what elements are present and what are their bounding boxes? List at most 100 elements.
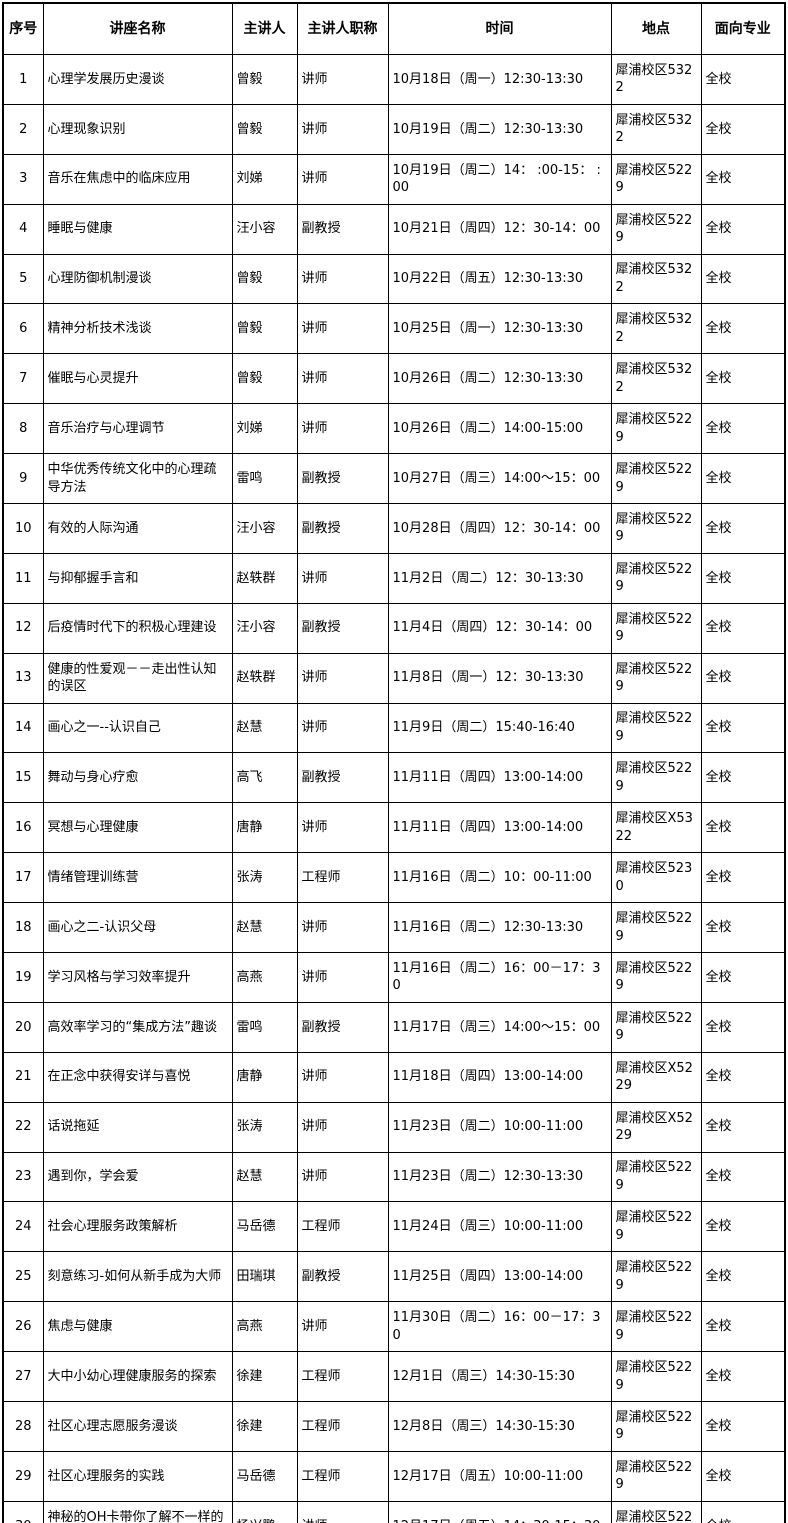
cell-lecture-name: 情绪管理训练营 bbox=[42, 852, 233, 904]
cell-speaker: 唐静 bbox=[231, 802, 298, 854]
table-row: 17 情绪管理训练营 张涛 工程师 11月16日（周二）10：00-11:00 犀浦校区5… bbox=[2, 852, 786, 904]
column-header-speaker-title: 主讲人职称 bbox=[296, 2, 389, 55]
cell-speaker: 赵慧 bbox=[231, 702, 298, 754]
table-row: 11 与抑郁握手言和 赵轶群 讲师 11月2日（周二）12：30-13:30 犀浦校区52… bbox=[2, 552, 786, 604]
cell-major: 全校 bbox=[700, 453, 786, 505]
table-row: 13 健康的性爱观－－走出性认知的误区 赵轶群 讲师 11月8日（周一）12：30-13… bbox=[2, 652, 786, 704]
table-row: 14 画心之一--认识自己 赵慧 讲师 11月9日（周二）15:40-16:40 犀浦校区… bbox=[2, 702, 786, 754]
cell-location: 犀浦校区5229 bbox=[610, 1201, 702, 1253]
cell-lecture-name: 后疫情时代下的积极心理建设 bbox=[42, 602, 233, 654]
table-body: 1 心理学发展历史漫谈 曾毅 讲师 10月18日（周一）12:30-13:30 犀浦校区5… bbox=[2, 54, 786, 1523]
cell-speaker-title: 讲师 bbox=[296, 552, 389, 604]
cell-time: 11月24日（周三）10:00-11:00 bbox=[387, 1201, 612, 1253]
table-row: 20 高效率学习的“集成方法”趣谈 雷鸣 副教授 11月17日（周三）14:00～15：… bbox=[2, 1001, 786, 1053]
cell-lecture-name: 社区心理服务的实践 bbox=[42, 1450, 233, 1502]
cell-location: 犀浦校区5229 bbox=[610, 503, 702, 554]
cell-speaker: 曾毅 bbox=[231, 54, 298, 105]
cell-location: 犀浦校区5229 bbox=[610, 153, 702, 205]
cell-major: 全校 bbox=[700, 1351, 786, 1403]
cell-time: 11月23日（周二）10:00-11:00 bbox=[387, 1101, 612, 1153]
cell-lecture-name: 画心之一--认识自己 bbox=[42, 702, 233, 754]
cell-location: 犀浦校区5322 bbox=[610, 353, 702, 405]
column-header-location: 地点 bbox=[610, 2, 702, 55]
cell-major: 全校 bbox=[700, 253, 786, 305]
cell-location: 犀浦校区5229 bbox=[610, 902, 702, 954]
cell-speaker: 曾毅 bbox=[231, 353, 298, 405]
column-header-speaker: 主讲人 bbox=[231, 2, 298, 55]
table-row: 2 心理现象识别 曾毅 讲师 10月19日（周二）12:30-13:30 犀浦校区5322… bbox=[2, 103, 786, 155]
cell-location: 犀浦校区5229 bbox=[610, 1351, 702, 1403]
cell-no: 30 bbox=[2, 1500, 44, 1523]
table-header-row: 序号 讲座名称 主讲人 主讲人职称 时间 地点 面向专业 bbox=[2, 2, 786, 55]
cell-lecture-name: 中华优秀传统文化中的心理疏导方法 bbox=[42, 453, 233, 505]
cell-speaker-title: 副教授 bbox=[296, 752, 389, 804]
table-row: 12 后疫情时代下的积极心理建设 汪小容 副教授 11月4日（周四）12：30-14：0… bbox=[2, 602, 786, 654]
cell-location: 犀浦校区5229 bbox=[610, 1401, 702, 1452]
cell-time: 11月16日（周二）16：00－17：30 bbox=[387, 952, 612, 1003]
cell-time: 12月17日（周五）14：30-15：30 bbox=[387, 1500, 612, 1523]
cell-speaker-title: 讲师 bbox=[296, 652, 389, 704]
cell-speaker-title: 讲师 bbox=[296, 802, 389, 854]
cell-lecture-name: 话说拖延 bbox=[42, 1101, 233, 1153]
cell-location: 犀浦校区5229 bbox=[610, 203, 702, 255]
cell-speaker-title: 工程师 bbox=[296, 1401, 389, 1452]
cell-location: 犀浦校区5229 bbox=[610, 602, 702, 654]
cell-no: 24 bbox=[2, 1201, 44, 1253]
cell-major: 全校 bbox=[700, 1301, 786, 1353]
cell-no: 2 bbox=[2, 103, 44, 155]
cell-location: 犀浦校区5229 bbox=[610, 552, 702, 604]
cell-location: 犀浦校区5229 bbox=[610, 752, 702, 804]
cell-location: 犀浦校区X5229 bbox=[610, 1051, 702, 1103]
cell-no: 29 bbox=[2, 1450, 44, 1502]
cell-lecture-name: 精神分析技术浅谈 bbox=[42, 303, 233, 355]
cell-time: 11月11日（周四）13:00-14:00 bbox=[387, 752, 612, 804]
cell-no: 28 bbox=[2, 1401, 44, 1452]
cell-time: 10月19日（周二）14： :00-15： :00 bbox=[387, 153, 612, 205]
cell-no: 19 bbox=[2, 952, 44, 1003]
cell-speaker-title: 讲师 bbox=[296, 1500, 389, 1523]
cell-lecture-name: 遇到你，学会爱 bbox=[42, 1151, 233, 1203]
table-row: 22 话说拖延 张涛 讲师 11月23日（周二）10:00-11:00 犀浦校区X5229… bbox=[2, 1101, 786, 1153]
cell-major: 全校 bbox=[700, 602, 786, 654]
cell-time: 11月16日（周二）12:30-13:30 bbox=[387, 902, 612, 954]
cell-major: 全校 bbox=[700, 1500, 786, 1523]
cell-location: 犀浦校区5230 bbox=[610, 852, 702, 904]
cell-time: 11月23日（周二）12:30-13:30 bbox=[387, 1151, 612, 1203]
cell-time: 11月11日（周四）13:00-14:00 bbox=[387, 802, 612, 854]
table-row: 3 音乐在焦虑中的临床应用 刘娣 讲师 10月19日（周二）14： :00-15： :0… bbox=[2, 153, 786, 205]
cell-no: 5 bbox=[2, 253, 44, 305]
cell-lecture-name: 冥想与心理健康 bbox=[42, 802, 233, 854]
table-row: 18 画心之二-认识父母 赵慧 讲师 11月16日（周二）12:30-13:30 犀浦校区… bbox=[2, 902, 786, 954]
cell-location: 犀浦校区5229 bbox=[610, 1500, 702, 1523]
cell-time: 11月16日（周二）10：00-11:00 bbox=[387, 852, 612, 904]
cell-location: 犀浦校区5322 bbox=[610, 54, 702, 105]
cell-lecture-name: 学习风格与学习效率提升 bbox=[42, 952, 233, 1003]
cell-time: 12月17日（周五）10:00-11:00 bbox=[387, 1450, 612, 1502]
table-row: 10 有效的人际沟通 汪小容 副教授 10月28日（周四）12：30-14：00 犀浦校区… bbox=[2, 503, 786, 554]
cell-location: 犀浦校区5322 bbox=[610, 253, 702, 305]
cell-no: 20 bbox=[2, 1001, 44, 1053]
table-row: 28 社区心理志愿服务漫谈 徐建 工程师 12月8日（周三）14:30-15:30 犀浦校… bbox=[2, 1401, 786, 1452]
cell-speaker-title: 讲师 bbox=[296, 54, 389, 105]
cell-no: 11 bbox=[2, 552, 44, 604]
cell-location: 犀浦校区5229 bbox=[610, 403, 702, 455]
cell-no: 6 bbox=[2, 303, 44, 355]
cell-major: 全校 bbox=[700, 552, 786, 604]
table-row: 21 在正念中获得安详与喜悦 唐静 讲师 11月18日（周四）13:00-14:00 犀浦… bbox=[2, 1051, 786, 1103]
cell-speaker-title: 讲师 bbox=[296, 702, 389, 754]
cell-major: 全校 bbox=[700, 1401, 786, 1452]
cell-lecture-name: 画心之二-认识父母 bbox=[42, 902, 233, 954]
cell-no: 17 bbox=[2, 852, 44, 904]
cell-time: 10月26日（周二）12:30-13:30 bbox=[387, 353, 612, 405]
cell-time: 10月28日（周四）12：30-14：00 bbox=[387, 503, 612, 554]
column-header-time: 时间 bbox=[387, 2, 612, 55]
cell-speaker: 赵轶群 bbox=[231, 652, 298, 704]
cell-major: 全校 bbox=[700, 1051, 786, 1103]
cell-time: 11月8日（周一）12：30-13:30 bbox=[387, 652, 612, 704]
cell-major: 全校 bbox=[700, 1151, 786, 1203]
cell-no: 7 bbox=[2, 353, 44, 405]
table-row: 23 遇到你，学会爱 赵慧 讲师 11月23日（周二）12:30-13:30 犀浦校区52… bbox=[2, 1151, 786, 1203]
cell-time: 10月22日（周五）12:30-13:30 bbox=[387, 253, 612, 305]
cell-speaker: 徐建 bbox=[231, 1401, 298, 1452]
cell-no: 15 bbox=[2, 752, 44, 804]
